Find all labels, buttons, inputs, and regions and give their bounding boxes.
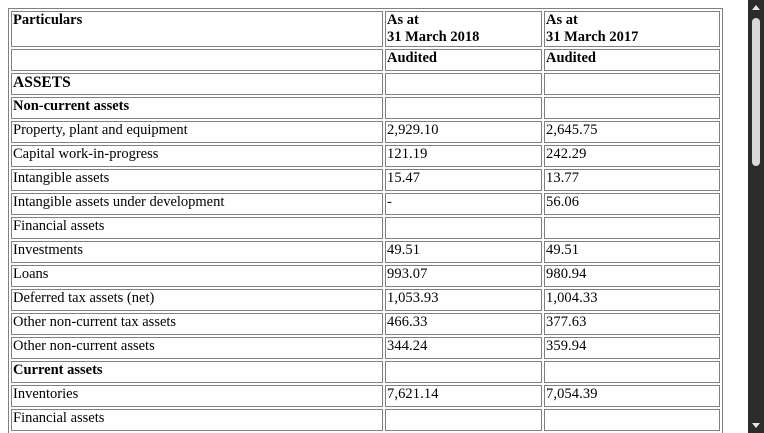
table-row: Intangible assets 15.47 13.77 bbox=[11, 169, 720, 191]
row-label: Investments bbox=[11, 241, 383, 263]
scrollbar-thumb[interactable] bbox=[752, 18, 760, 166]
row-value-2017 bbox=[544, 73, 720, 95]
balance-sheet-table: Particulars As at 31 March 2018 As at 31… bbox=[8, 8, 723, 433]
row-value-2017: 377.63 bbox=[544, 313, 720, 335]
row-value-2017: 359.94 bbox=[544, 337, 720, 359]
table-row: Investments 49.51 49.51 bbox=[11, 241, 720, 263]
row-label: Deferred tax assets (net) bbox=[11, 289, 383, 311]
row-label: Financial assets bbox=[11, 217, 383, 239]
row-value-2018: 121.19 bbox=[385, 145, 542, 167]
row-value-2018: 15.47 bbox=[385, 169, 542, 191]
table-row: Deferred tax assets (net) 1,053.93 1,004… bbox=[11, 289, 720, 311]
table-row: Financial assets bbox=[11, 217, 720, 239]
row-value-2017: 242.29 bbox=[544, 145, 720, 167]
row-value-2017: 1,004.33 bbox=[544, 289, 720, 311]
row-value-2017: 13.77 bbox=[544, 169, 720, 191]
row-value-2018: - bbox=[385, 193, 542, 215]
document-viewport: Particulars As at 31 March 2018 As at 31… bbox=[8, 8, 723, 433]
row-label: Intangible assets under development bbox=[11, 193, 383, 215]
header-2018: As at 31 March 2018 bbox=[385, 11, 542, 47]
row-label: Capital work-in-progress bbox=[11, 145, 383, 167]
row-value-2018: 344.24 bbox=[385, 337, 542, 359]
row-label: Non-current assets bbox=[11, 97, 383, 119]
table-row: Loans 993.07 980.94 bbox=[11, 265, 720, 287]
subheader-blank bbox=[11, 49, 383, 71]
row-value-2017: 2,645.75 bbox=[544, 121, 720, 143]
table-row: Non-current assets bbox=[11, 97, 720, 119]
table-row: ASSETS bbox=[11, 73, 720, 95]
row-value-2017: 56.06 bbox=[544, 193, 720, 215]
table-header-row: Particulars As at 31 March 2018 As at 31… bbox=[11, 11, 720, 47]
row-value-2017: 980.94 bbox=[544, 265, 720, 287]
row-value-2018 bbox=[385, 97, 542, 119]
row-label: ASSETS bbox=[11, 73, 383, 95]
row-value-2018 bbox=[385, 409, 542, 431]
table-row: Inventories 7,621.14 7,054.39 bbox=[11, 385, 720, 407]
row-value-2018: 466.33 bbox=[385, 313, 542, 335]
header-2018-line2: 31 March 2018 bbox=[387, 29, 480, 45]
row-value-2017 bbox=[544, 217, 720, 239]
row-value-2017 bbox=[544, 97, 720, 119]
row-value-2018: 7,621.14 bbox=[385, 385, 542, 407]
header-particulars: Particulars bbox=[11, 11, 383, 47]
table-row: Financial assets bbox=[11, 409, 720, 431]
header-2017: As at 31 March 2017 bbox=[544, 11, 720, 47]
row-label: Inventories bbox=[11, 385, 383, 407]
subheader-2018: Audited bbox=[385, 49, 542, 71]
header-2017-line2: 31 March 2017 bbox=[546, 29, 639, 45]
row-value-2018 bbox=[385, 73, 542, 95]
scroll-up-arrow-icon[interactable] bbox=[752, 5, 760, 10]
table-row: Other non-current tax assets 466.33 377.… bbox=[11, 313, 720, 335]
subheader-2017: Audited bbox=[544, 49, 720, 71]
row-value-2018: 993.07 bbox=[385, 265, 542, 287]
header-2017-line1: As at bbox=[546, 12, 578, 28]
row-label: Current assets bbox=[11, 361, 383, 383]
row-value-2017 bbox=[544, 361, 720, 383]
table-row: Capital work-in-progress 121.19 242.29 bbox=[11, 145, 720, 167]
row-value-2018 bbox=[385, 217, 542, 239]
row-value-2018: 1,053.93 bbox=[385, 289, 542, 311]
row-label: Other non-current assets bbox=[11, 337, 383, 359]
row-label: Other non-current tax assets bbox=[11, 313, 383, 335]
table-row: Property, plant and equipment 2,929.10 2… bbox=[11, 121, 720, 143]
scroll-down-arrow-icon[interactable] bbox=[752, 423, 760, 428]
row-value-2017 bbox=[544, 409, 720, 431]
row-value-2017: 7,054.39 bbox=[544, 385, 720, 407]
row-label: Property, plant and equipment bbox=[11, 121, 383, 143]
row-value-2018: 49.51 bbox=[385, 241, 542, 263]
row-value-2018: 2,929.10 bbox=[385, 121, 542, 143]
row-label: Financial assets bbox=[11, 409, 383, 431]
header-2018-line1: As at bbox=[387, 12, 419, 28]
row-value-2018 bbox=[385, 361, 542, 383]
row-value-2017: 49.51 bbox=[544, 241, 720, 263]
table-row: Intangible assets under development - 56… bbox=[11, 193, 720, 215]
table-row: Other non-current assets 344.24 359.94 bbox=[11, 337, 720, 359]
row-label: Loans bbox=[11, 265, 383, 287]
vertical-scrollbar[interactable] bbox=[748, 0, 764, 433]
row-label: Intangible assets bbox=[11, 169, 383, 191]
table-row: Current assets bbox=[11, 361, 720, 383]
table-subheader-row: Audited Audited bbox=[11, 49, 720, 71]
